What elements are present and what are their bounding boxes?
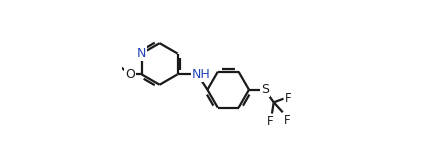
Text: O: O — [125, 68, 135, 81]
Text: N: N — [137, 47, 146, 60]
Text: F: F — [285, 92, 292, 105]
Text: F: F — [284, 114, 291, 127]
Text: S: S — [261, 83, 269, 96]
Text: F: F — [267, 115, 273, 128]
Text: NH: NH — [192, 68, 210, 81]
